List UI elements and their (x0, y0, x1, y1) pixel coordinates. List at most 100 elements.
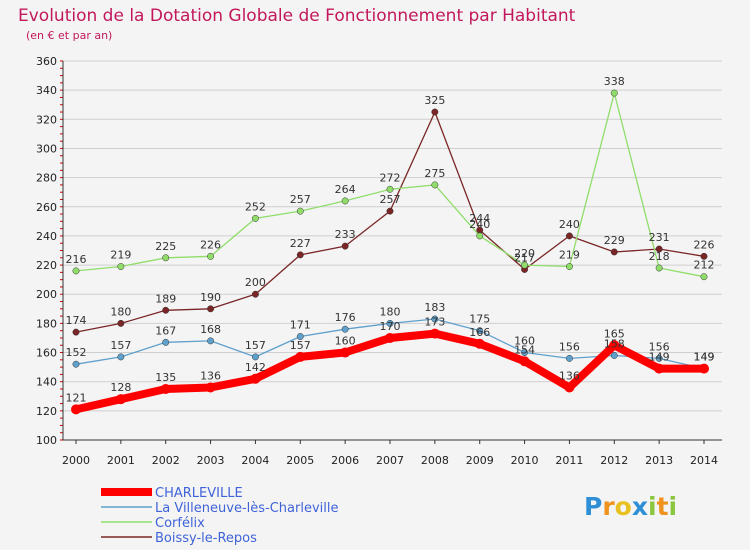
y-tick-label: 320 (36, 113, 57, 126)
data-label-0: 173 (424, 316, 445, 329)
data-label-3: 227 (290, 237, 311, 250)
x-tick-label: 2001 (107, 454, 135, 467)
x-tick-label: 2002 (152, 454, 180, 467)
series-point-3 (386, 207, 394, 215)
data-label-1: 156 (649, 340, 670, 353)
data-label-2: 225 (155, 240, 176, 253)
series-point-3 (565, 232, 573, 240)
logo-letter: P (584, 492, 602, 521)
y-tick-label: 140 (36, 376, 57, 389)
data-label-3: 226 (693, 238, 714, 251)
x-tick-label: 2004 (241, 454, 269, 467)
y-tick-label: 280 (36, 172, 57, 185)
series-point-2 (341, 197, 349, 205)
y-tick-label: 240 (36, 230, 57, 243)
series-point-0 (384, 332, 395, 343)
series-point-1 (207, 337, 215, 345)
proxiti-logo: Proxiti (584, 492, 677, 521)
data-label-0: 142 (245, 361, 266, 374)
series-point-1 (72, 360, 80, 368)
series-point-0 (654, 363, 665, 374)
data-label-2: 264 (335, 183, 356, 196)
series-point-0 (115, 394, 126, 405)
logo-letter: i (669, 492, 678, 521)
data-label-1: 158 (604, 337, 625, 350)
legend-label-0: CHARLEVILLE (155, 486, 243, 501)
data-label-3: 244 (469, 212, 490, 225)
data-label-3: 325 (424, 94, 445, 107)
data-label-0: 154 (514, 343, 535, 356)
data-label-3: 217 (514, 251, 535, 264)
data-label-0: 128 (110, 381, 131, 394)
logo-letter: x (632, 492, 648, 521)
series-point-0 (609, 340, 620, 351)
axes: 100 120 140 160 180 200 220 240 260 280 300 320 340 3… (36, 55, 722, 467)
data-label-0: 157 (290, 339, 311, 352)
series-point-1 (296, 333, 304, 340)
series-point-1 (610, 352, 618, 359)
data-label-1: 180 (379, 305, 400, 318)
data-label-3: 233 (335, 228, 356, 241)
data-label-1: 157 (110, 339, 131, 352)
chart-subtitle: (en € et par an) (26, 29, 112, 42)
x-tick-label: 2005 (286, 454, 314, 467)
series-point-2 (251, 214, 259, 222)
series-point-3 (610, 248, 618, 256)
data-label-2: 226 (200, 238, 221, 251)
data-label-3: 174 (66, 314, 87, 327)
data-label-2: 216 (66, 253, 87, 266)
series-point-0 (205, 382, 216, 393)
y-tick-label: 180 (36, 317, 57, 330)
data-label-1: 157 (245, 339, 266, 352)
y-tick-label: 100 (36, 434, 57, 447)
data-label-2: 219 (559, 249, 580, 262)
x-tick-label: 2000 (62, 454, 90, 467)
y-tick-label: 120 (36, 405, 57, 418)
x-tick-label: 2003 (197, 454, 225, 467)
data-label-2: 257 (290, 193, 311, 206)
x-tick-label: 2011 (555, 454, 583, 467)
data-label-0: 121 (66, 391, 87, 404)
data-label-1: 171 (290, 319, 311, 332)
y-tick-label: 260 (36, 201, 57, 214)
series-point-1 (341, 325, 349, 333)
data-label-1: 149 (693, 351, 714, 364)
series-point-3 (655, 245, 663, 253)
data-label-2: 275 (424, 167, 445, 180)
logo-letter: r (602, 492, 615, 521)
series-point-2 (296, 207, 304, 215)
series-point-3 (296, 251, 304, 259)
series-point-2 (162, 254, 170, 262)
data-label-2: 220 (514, 247, 535, 260)
data-labels: 174 180 189 190 200 227 233 257 325 244 217 240 229 2… (66, 75, 715, 404)
series-point-0 (564, 382, 575, 393)
data-label-0: 136 (559, 370, 580, 383)
legend-label-3: Boissy-le-Repos (155, 531, 257, 546)
logo-letter: o (615, 492, 632, 521)
series-point-3 (700, 252, 708, 260)
series-point-3 (341, 242, 349, 250)
series-point-3 (162, 306, 170, 314)
y-tick-label: 360 (36, 55, 57, 68)
x-tick-label: 2008 (421, 454, 449, 467)
series-group (71, 89, 709, 415)
series-point-0 (519, 356, 530, 367)
series-point-0 (160, 383, 171, 394)
legend-label-1: La Villeneuve-lès-Charleville (155, 501, 338, 516)
series-point-2 (565, 263, 573, 270)
x-tick-label: 2013 (645, 454, 673, 467)
data-label-1: 168 (200, 323, 221, 336)
series-point-2 (117, 263, 125, 270)
data-label-0: 136 (200, 370, 221, 383)
data-label-3: 189 (155, 292, 176, 305)
data-label-3: 180 (110, 305, 131, 318)
x-tick-label: 2006 (331, 454, 359, 467)
x-tick-label: 2012 (600, 454, 628, 467)
data-label-3: 200 (245, 276, 266, 289)
data-label-1: 183 (424, 301, 445, 314)
y-tick-label: 300 (36, 142, 57, 155)
series-point-0 (429, 328, 440, 339)
data-label-2: 272 (379, 171, 400, 184)
y-tick-label: 220 (36, 259, 57, 272)
